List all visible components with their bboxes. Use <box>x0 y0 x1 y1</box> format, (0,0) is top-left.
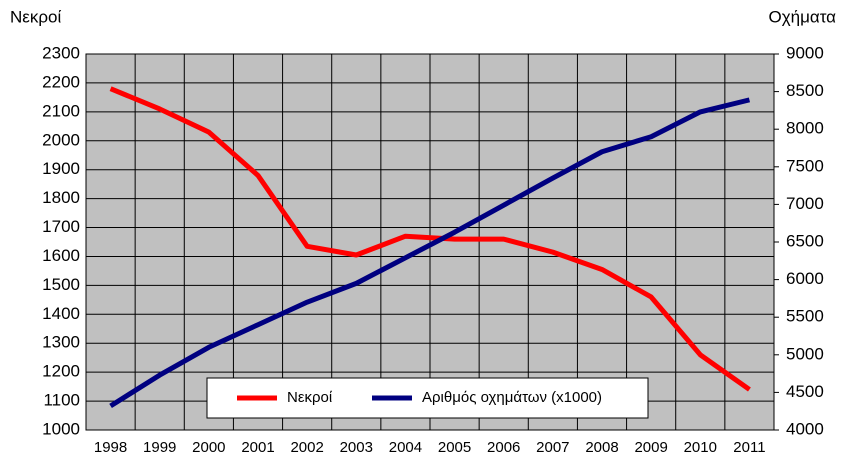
y2-tick-label: 8000 <box>786 119 824 138</box>
y-tick-label: 1300 <box>42 333 80 352</box>
y-tick-label: 1700 <box>42 217 80 236</box>
legend-label: Νεκροί <box>287 389 333 406</box>
y-tick-label: 1000 <box>42 419 80 438</box>
x-tick-label: 2001 <box>241 439 274 456</box>
x-tick-label: 1998 <box>94 439 127 456</box>
y2-tick-label: 5500 <box>786 307 824 326</box>
legend-box <box>206 377 649 419</box>
y-tick-label: 2300 <box>42 43 80 62</box>
x-tick-label: 2000 <box>192 439 225 456</box>
y-tick-label: 1600 <box>42 246 80 265</box>
y-tick-label: 1400 <box>42 304 80 323</box>
x-tick-label: 2009 <box>634 439 667 456</box>
y-tick-label: 2000 <box>42 130 80 149</box>
series-line <box>109 86 751 392</box>
y2-tick-label: 8500 <box>786 81 824 100</box>
y2-tick-label: 4000 <box>786 419 824 438</box>
y-tick-label: 2200 <box>42 72 80 91</box>
y-tick-label: 2100 <box>42 101 80 120</box>
y2-tick-label: 6000 <box>786 269 824 288</box>
y2-tick-label: 6500 <box>786 231 824 250</box>
x-tick-label: 2005 <box>438 439 471 456</box>
series-line <box>109 97 751 409</box>
y-axis-title: Νεκροί <box>10 7 61 26</box>
y2-tick-label: 5000 <box>786 344 824 363</box>
y-tick-label: 1500 <box>42 275 80 294</box>
x-tick-label: 1999 <box>143 439 176 456</box>
y2-axis-title: Οχήματα <box>768 7 836 26</box>
y-tick-label: 1200 <box>42 362 80 381</box>
x-tick-label: 2010 <box>684 439 717 456</box>
x-tick-label: 2008 <box>585 439 618 456</box>
y-tick-label: 1900 <box>42 159 80 178</box>
x-tick-label: 2003 <box>340 439 373 456</box>
x-tick-label: 2011 <box>733 439 765 456</box>
y-tick-label: 1100 <box>43 391 80 410</box>
y2-tick-label: 7500 <box>786 156 824 175</box>
x-tick-label: 2006 <box>487 439 520 456</box>
y2-tick-label: 7000 <box>786 194 824 213</box>
y-tick-label: 1800 <box>42 188 80 207</box>
x-tick-label: 2007 <box>536 439 569 456</box>
x-tick-label: 2002 <box>290 439 323 456</box>
x-tick-label: 2004 <box>389 439 422 456</box>
legend-label: Αριθμός οχημάτων (x1000) <box>422 389 602 406</box>
y2-tick-label: 9000 <box>786 43 824 62</box>
y2-tick-label: 4500 <box>786 382 824 401</box>
